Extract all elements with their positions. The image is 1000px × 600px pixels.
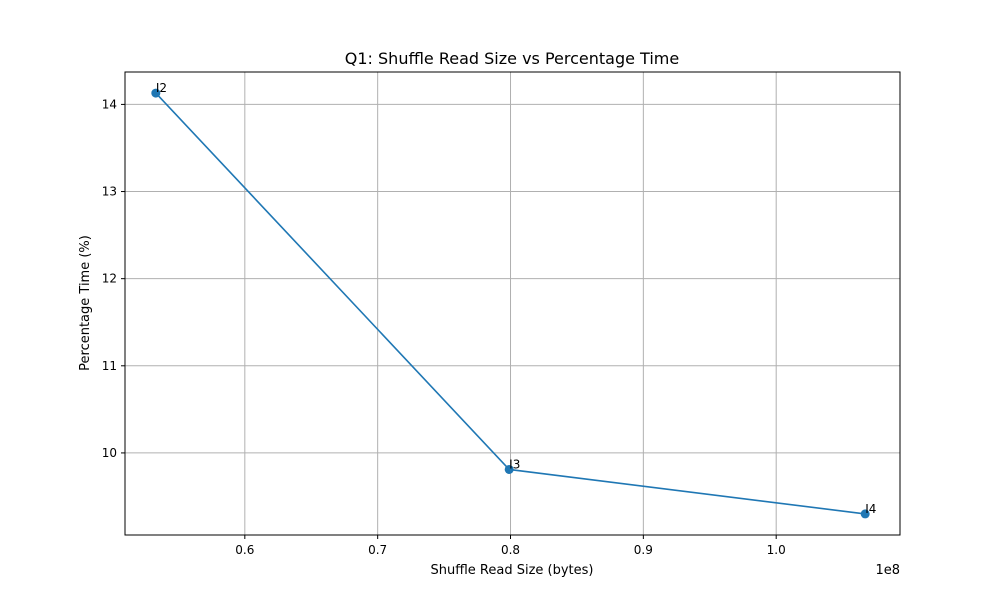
series-layer: I2 I3 I4 — [151, 81, 876, 519]
x-tick-label: 1.0 — [767, 543, 786, 557]
x-axis-label: Shuffle Read Size (bytes) — [430, 563, 593, 578]
x-axis-offset-label: 1e8 — [875, 563, 900, 578]
data-point — [504, 464, 514, 474]
x-tick-label: 0.7 — [368, 543, 387, 557]
data-point-label: I4 — [865, 502, 876, 516]
y-tick-label: 13 — [102, 185, 117, 199]
data-point-label: I2 — [156, 81, 167, 95]
grid-lines — [125, 72, 900, 535]
chart-title: Q1: Shuffle Read Size vs Percentage Time — [345, 49, 679, 68]
x-tick-label: 0.6 — [235, 543, 254, 557]
y-tick-label: 11 — [102, 359, 117, 373]
x-tick-label: 0.8 — [501, 543, 520, 557]
y-tick-label: 12 — [102, 272, 117, 286]
plot-background — [125, 72, 900, 535]
axis-ticks: 0.6 0.7 0.8 0.9 1.0 10 11 12 13 14 — [102, 97, 786, 557]
y-tick-label: 14 — [102, 97, 117, 111]
plot-frame — [124, 71, 901, 536]
data-point-label: I3 — [509, 457, 520, 471]
data-point — [151, 88, 161, 98]
y-axis-label: Percentage Time (%) — [78, 235, 93, 371]
x-tick-label: 0.9 — [634, 543, 653, 557]
y-tick-label: 10 — [102, 446, 117, 460]
data-point — [860, 509, 870, 519]
